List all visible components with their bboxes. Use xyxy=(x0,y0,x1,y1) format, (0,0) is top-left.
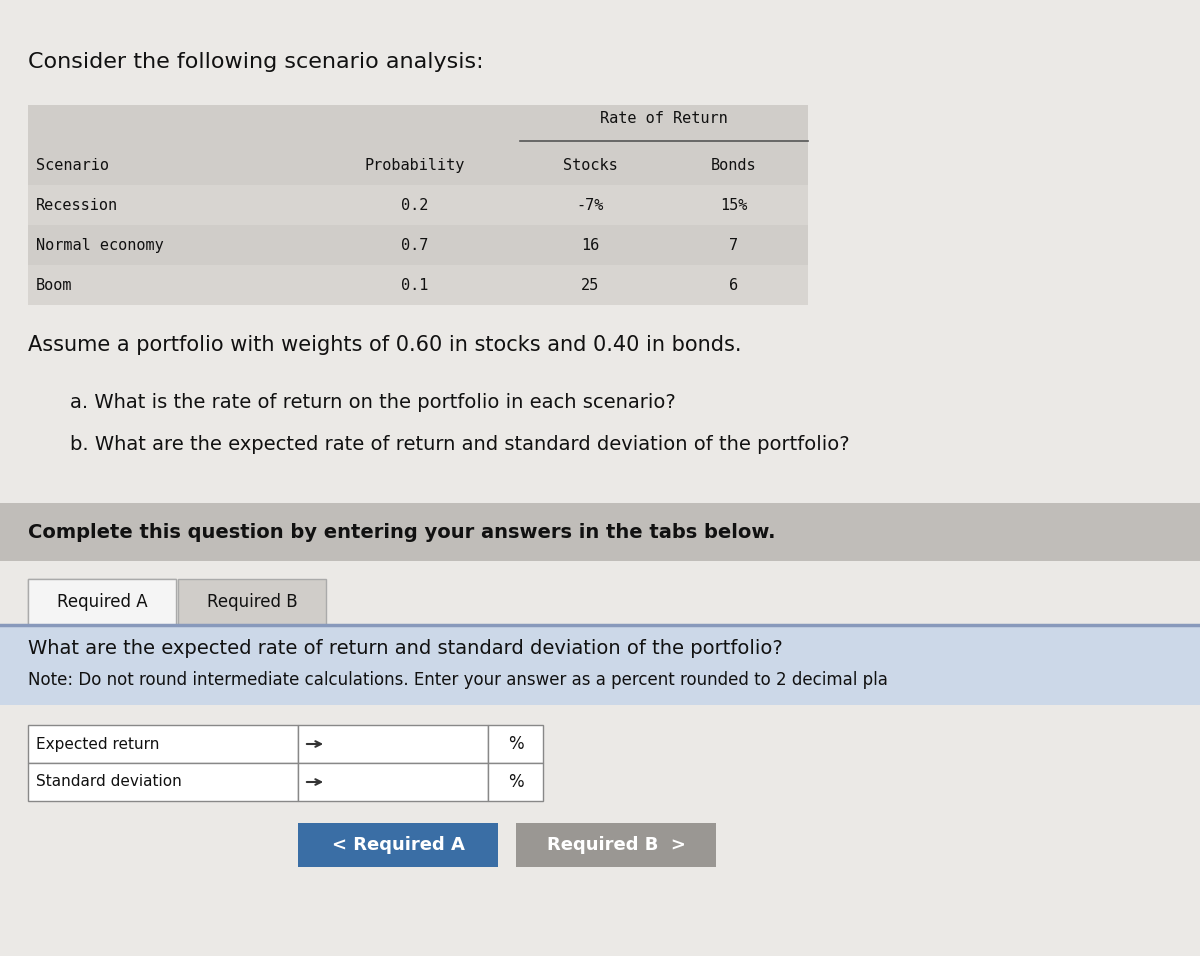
Text: 25: 25 xyxy=(581,277,599,293)
Bar xyxy=(298,725,488,763)
Text: 16: 16 xyxy=(581,237,599,252)
Bar xyxy=(0,625,1200,705)
Text: Required B  >: Required B > xyxy=(546,836,685,854)
Text: %: % xyxy=(508,735,523,753)
Text: Scenario: Scenario xyxy=(36,158,109,172)
Text: b. What are the expected rate of return and standard deviation of the portfolio?: b. What are the expected rate of return … xyxy=(70,435,850,454)
Text: %: % xyxy=(508,773,523,791)
Text: Required B: Required B xyxy=(206,593,298,611)
Bar xyxy=(28,105,808,145)
Text: Expected return: Expected return xyxy=(36,736,160,751)
Bar xyxy=(28,225,808,265)
Text: Consider the following scenario analysis:: Consider the following scenario analysis… xyxy=(28,52,484,72)
Text: Probability: Probability xyxy=(365,158,466,172)
Bar xyxy=(298,823,498,867)
Bar xyxy=(178,579,326,625)
Text: Recession: Recession xyxy=(36,198,118,212)
Bar xyxy=(298,763,488,801)
Bar xyxy=(28,265,808,305)
Text: 0.2: 0.2 xyxy=(401,198,428,212)
Text: Stocks: Stocks xyxy=(563,158,617,172)
Text: -7%: -7% xyxy=(576,198,604,212)
Text: Rate of Return: Rate of Return xyxy=(600,111,728,126)
Bar xyxy=(28,579,176,625)
Bar xyxy=(28,145,808,185)
Text: 0.1: 0.1 xyxy=(401,277,428,293)
Text: Assume a portfolio with weights of 0.60 in stocks and 0.40 in bonds.: Assume a portfolio with weights of 0.60 … xyxy=(28,335,742,355)
Text: a. What is the rate of return on the portfolio in each scenario?: a. What is the rate of return on the por… xyxy=(70,393,676,412)
Text: 0.7: 0.7 xyxy=(401,237,428,252)
Bar xyxy=(28,185,808,225)
Bar xyxy=(488,763,542,801)
Text: Required A: Required A xyxy=(56,593,148,611)
Bar xyxy=(28,763,298,801)
Text: 7: 7 xyxy=(730,237,738,252)
Text: < Required A: < Required A xyxy=(331,836,464,854)
Bar xyxy=(0,503,1200,561)
Bar xyxy=(28,725,298,763)
Text: Standard deviation: Standard deviation xyxy=(36,774,181,790)
Text: What are the expected rate of return and standard deviation of the portfolio?: What are the expected rate of return and… xyxy=(28,639,782,658)
Text: Bonds: Bonds xyxy=(712,158,757,172)
Text: Complete this question by entering your answers in the tabs below.: Complete this question by entering your … xyxy=(28,523,775,541)
Text: Normal economy: Normal economy xyxy=(36,237,163,252)
Bar xyxy=(488,725,542,763)
Text: 15%: 15% xyxy=(720,198,748,212)
Text: Note: Do not round intermediate calculations. Enter your answer as a percent rou: Note: Do not round intermediate calculat… xyxy=(28,671,888,689)
Bar xyxy=(516,823,716,867)
Bar xyxy=(28,579,176,625)
Text: Boom: Boom xyxy=(36,277,72,293)
Text: 6: 6 xyxy=(730,277,738,293)
